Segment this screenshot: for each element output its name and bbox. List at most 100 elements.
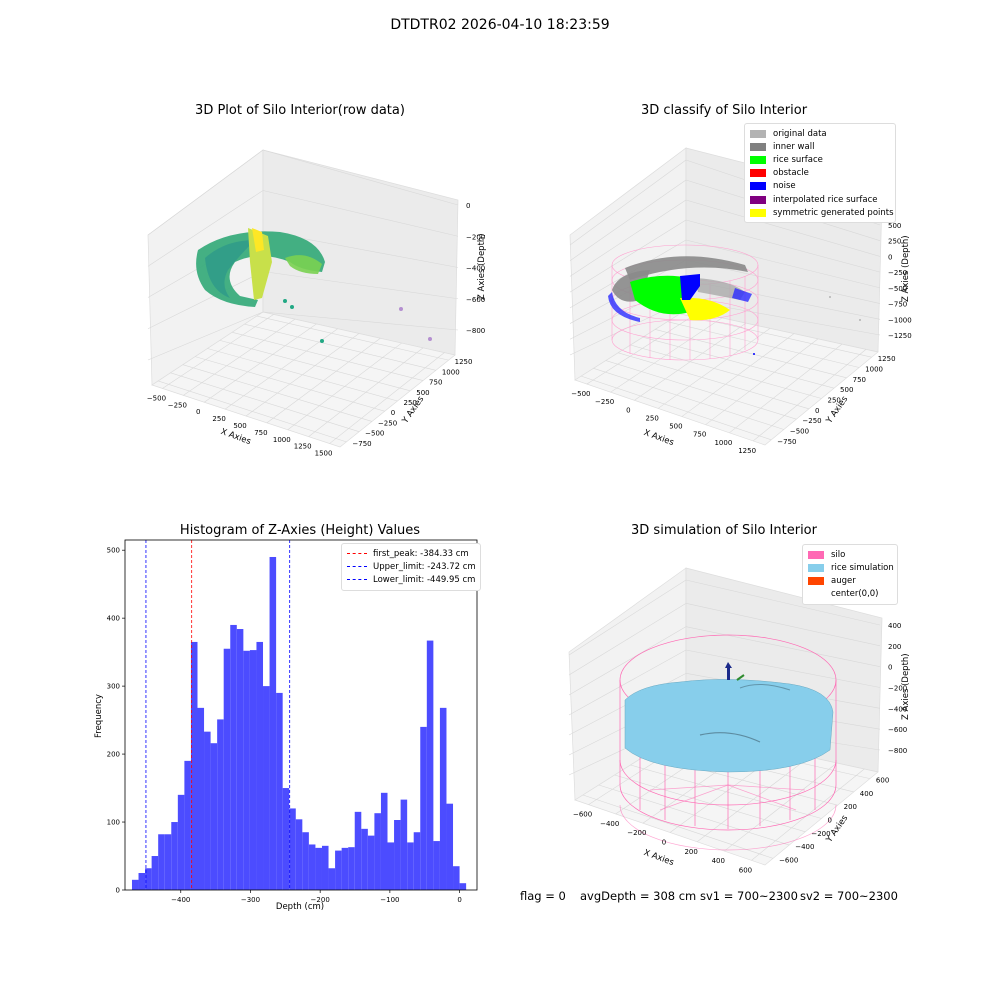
hist-x-tick: −200 (311, 896, 330, 904)
raw-3d-plot: −500−2500250500750100012501500−750−500−2… (147, 149, 485, 458)
hist-bar (394, 820, 401, 890)
sim-auger-head (725, 662, 732, 668)
hist-legend-label: first_peak: -384.33 cm (373, 548, 469, 559)
sim-legend-label: silo (831, 549, 846, 560)
classify-legend-label: obstacle (773, 168, 809, 179)
hist-x-tick: −300 (241, 896, 260, 904)
hist-legend-item: first_peak: -384.33 cm (347, 547, 475, 560)
raw-y-tick: −500 (365, 430, 384, 438)
hist-bar (453, 866, 460, 890)
hist-bar (276, 692, 283, 890)
sim-legend-label: auger (831, 575, 856, 586)
sim-z-tick: −800 (888, 747, 907, 755)
hist-bar (217, 719, 224, 890)
hist-frame (124, 539, 478, 891)
hist-legend-item: Lower_limit: -449.95 cm (347, 573, 475, 586)
sim-x-tick: −600 (573, 811, 592, 819)
sim-legend-item: auger (808, 574, 892, 587)
classify-legend-swatch (750, 155, 766, 164)
raw-z-tick: 0 (466, 202, 470, 210)
hist-bar (145, 868, 152, 890)
raw-x-tick: −250 (168, 401, 187, 409)
hist-legend-item: Upper_limit: -243.72 cm (347, 560, 476, 573)
raw-cloud-edge (285, 255, 322, 274)
raw-x-tick: 250 (212, 415, 225, 423)
raw-y-tick: 250 (404, 399, 417, 407)
raw-x-tick: 500 (233, 422, 246, 430)
hist-bar (289, 808, 296, 890)
hist-bar (138, 873, 146, 890)
hist-bar (171, 822, 178, 890)
raw-x-tick: 1000 (273, 436, 291, 444)
hist-bar (256, 641, 264, 890)
hist-y-tick: 0 (116, 887, 120, 895)
classify-y-tick: −500 (790, 428, 809, 436)
hist-bar (459, 883, 467, 890)
footer-flag: flag = 0 (520, 889, 566, 903)
classify-legend-label: noise (773, 181, 796, 192)
hist-y-tick: 400 (107, 615, 120, 623)
hist-bar (439, 707, 447, 890)
hist-bar (210, 743, 218, 890)
hist-legend-line (347, 579, 367, 581)
hist-y-axis-label: Frequency (94, 694, 104, 738)
classify-z-tick: 250 (888, 238, 901, 246)
sim-y-tick: 0 (828, 817, 832, 825)
classify-y-tick: 750 (853, 376, 866, 384)
classify-z-tick: 0 (888, 253, 892, 261)
raw-x-tick: 750 (254, 429, 267, 437)
footer-sv2: sv2 = 700~2300 (800, 889, 898, 903)
hist-bar (354, 811, 362, 890)
hist-bar (269, 556, 277, 890)
hist-bar (400, 799, 408, 890)
classify-legend-label: inner wall (773, 141, 815, 152)
hist-bar (197, 707, 205, 890)
classify-y-tick: −250 (802, 417, 821, 425)
hist-legend-line (347, 553, 367, 555)
sim-y-tick: 200 (844, 803, 857, 811)
sim-legend-item: center(0,0) (808, 588, 892, 601)
hist-bar (151, 856, 159, 890)
hist-bar (407, 842, 414, 890)
classify-original (695, 278, 745, 300)
classify-noise-outlier (753, 353, 755, 355)
sim-x-tick: 400 (712, 857, 725, 865)
hist-bar (190, 641, 198, 890)
classify-z-tick: −1000 (888, 316, 912, 324)
sim-y-tick: 600 (876, 777, 889, 785)
classify-outlier (859, 319, 861, 321)
sim-rice-shade (739, 684, 791, 691)
hist-bar (420, 726, 427, 890)
sim-legend: silo rice simulation auger center(0,0) (802, 544, 898, 605)
classify-noise (680, 274, 700, 300)
sim-legend-swatch (808, 576, 824, 585)
classify-x-tick: 750 (693, 431, 706, 439)
sim-y-tick: 400 (860, 790, 873, 798)
figure-title: DTDTR02 2026-04-10 18:23:59 (390, 17, 610, 33)
hist-bar (321, 845, 329, 890)
classify-x-tick: −500 (571, 390, 590, 398)
sim-legend-item: rice simulation (808, 561, 894, 574)
sim-legend-swatch (808, 550, 824, 559)
hist-x-tick: 0 (457, 896, 461, 904)
hist-bar (131, 879, 139, 890)
hist-plot: −400 −300 −200 −100 0 0 100 200 300 400 500 (107, 539, 478, 904)
classify-x-tick: 250 (645, 414, 658, 422)
classify-y-tick: 500 (840, 386, 853, 394)
hist-legend-label: Upper_limit: -243.72 cm (373, 561, 476, 572)
classify-rice-surface (630, 275, 690, 315)
hist-bar (361, 828, 368, 890)
classify-x-tick: −250 (595, 398, 614, 406)
hist-bar (249, 650, 257, 890)
sim-x-tick: −200 (627, 829, 646, 837)
classify-x-tick: 500 (669, 423, 682, 431)
hist-bar (302, 832, 309, 890)
sim-plot-title: 3D simulation of Silo Interior (631, 523, 817, 538)
sim-x-tick: 600 (739, 866, 752, 874)
hist-legend: first_peak: -384.33 cm Upper_limit: -243.… (341, 543, 481, 591)
raw-y-tick: 0 (391, 409, 395, 417)
hist-title: Histogram of Z-Axies (Height) Values (179, 523, 421, 538)
hist-bar (295, 819, 303, 890)
hist-bar (164, 834, 172, 890)
raw-y-tick: −250 (378, 419, 397, 427)
